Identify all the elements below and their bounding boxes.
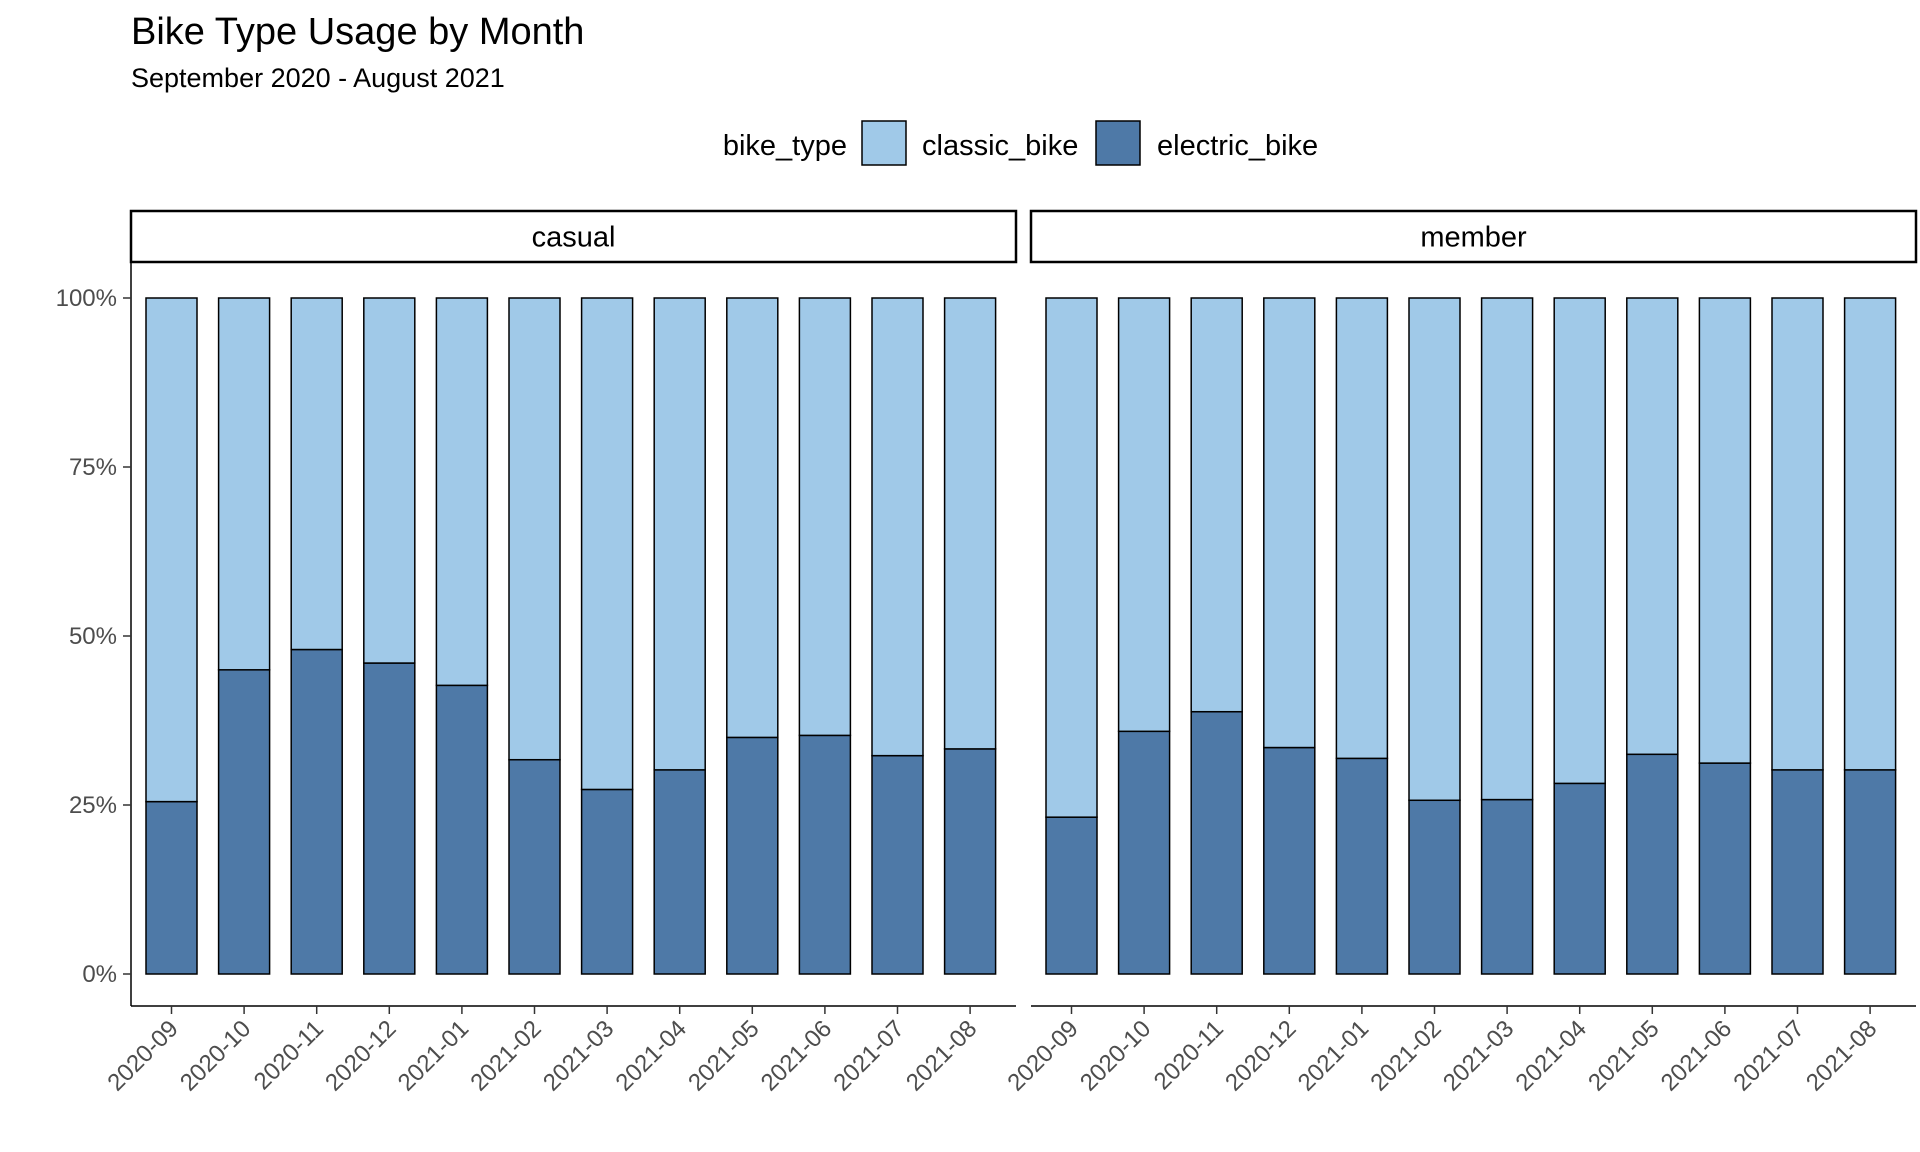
bar-member-electric-bike-2020-11 [1190, 710, 1243, 975]
bar-member-electric-bike-2021-08 [1843, 769, 1897, 975]
x-tick-label: 2020-10 [1075, 1015, 1156, 1096]
y-tick-label: 0% [82, 961, 117, 988]
x-tick-label: 2020-12 [320, 1015, 401, 1096]
bar-casual-electric-bike-2021-01 [435, 684, 489, 975]
bar-member-classic-bike-2021-06 [1698, 297, 1752, 764]
bar-member-electric-bike-2021-01 [1335, 757, 1389, 975]
bar-casual-classic-bike-2021-02 [508, 297, 561, 761]
x-tick-label: 2021-01 [393, 1015, 474, 1096]
bar-member-classic-bike-2021-01 [1335, 297, 1389, 760]
bar-member-classic-bike-2020-09 [1045, 297, 1098, 818]
x-tick-label: 2020-11 [1149, 1015, 1229, 1095]
bar-member-classic-bike-2021-05 [1626, 297, 1679, 756]
bar-member-electric-bike-2020-09 [1045, 816, 1098, 975]
x-tick-label: 2021-02 [1365, 1015, 1446, 1096]
bar-member-electric-bike-2020-12 [1263, 746, 1316, 975]
chart-subtitle: September 2020 - August 2021 [131, 63, 505, 93]
bar-member-electric-bike-2021-04 [1553, 782, 1606, 975]
x-tick-label: 2021-06 [756, 1015, 837, 1096]
legend: bike_type classic_bike electric_bike [723, 120, 1318, 166]
bar-member-classic-bike-2020-11 [1190, 297, 1243, 713]
bar-casual-electric-bike-2020-10 [217, 669, 271, 975]
x-tick-label: 2021-07 [828, 1015, 909, 1096]
bar-member-classic-bike-2020-12 [1263, 297, 1316, 749]
bar-casual-classic-bike-2020-11 [290, 297, 343, 651]
x-tick-label: 2021-06 [1656, 1015, 1737, 1096]
bar-casual-classic-bike-2021-04 [653, 297, 706, 771]
bar-casual-electric-bike-2021-04 [653, 769, 706, 975]
bar-casual-classic-bike-2021-07 [871, 297, 924, 757]
x-tick-label: 2020-09 [102, 1015, 183, 1096]
bar-casual-electric-bike-2020-11 [290, 648, 343, 975]
bar-member-classic-bike-2020-10 [1117, 297, 1171, 733]
bar-member-electric-bike-2021-02 [1408, 799, 1461, 975]
bar-casual-electric-bike-2020-12 [363, 662, 416, 975]
legend-label-electric-bike: electric_bike [1157, 130, 1318, 162]
bar-casual-classic-bike-2021-01 [435, 297, 489, 687]
y-tick-label: 50% [69, 623, 117, 650]
x-tick-label: 2020-09 [1002, 1015, 1083, 1096]
legend-title: bike_type [723, 130, 847, 162]
bar-casual-classic-bike-2020-10 [217, 297, 271, 671]
bar-casual-electric-bike-2021-05 [726, 736, 779, 975]
bar-casual-electric-bike-2020-09 [145, 800, 198, 975]
x-tick-label: 2021-02 [465, 1015, 546, 1096]
x-tick-label: 2021-05 [683, 1015, 764, 1096]
x-tick-label: 2020-10 [175, 1015, 256, 1096]
x-tick-label: 2021-05 [1583, 1015, 1664, 1096]
bar-casual-electric-bike-2021-07 [871, 754, 924, 975]
facet-panel-member: member2020-092020-102020-112020-122021-0… [1002, 209, 1918, 1097]
bar-member-electric-bike-2020-10 [1117, 730, 1171, 975]
facet-strip-member [1029, 209, 1918, 264]
x-tick-label: 2021-08 [901, 1015, 982, 1096]
bar-member-electric-bike-2021-05 [1626, 753, 1679, 975]
bar-member-electric-bike-2021-06 [1698, 762, 1752, 975]
x-tick-label: 2021-03 [538, 1015, 619, 1096]
x-tick-label: 2021-04 [1511, 1015, 1592, 1096]
chart-title: Bike Type Usage by Month [131, 11, 584, 53]
x-tick-label: 2021-01 [1293, 1015, 1374, 1096]
bar-casual-electric-bike-2021-06 [798, 734, 852, 975]
facet-strip-label: member [1420, 222, 1527, 254]
x-tick-label: 2021-07 [1728, 1015, 1809, 1096]
x-tick-label: 2020-12 [1220, 1015, 1301, 1096]
y-tick-label: 75% [69, 454, 117, 481]
bar-member-electric-bike-2021-03 [1480, 798, 1534, 975]
legend-key-electric-bike [1095, 120, 1141, 166]
y-tick-label: 100% [56, 285, 117, 312]
bar-member-classic-bike-2021-02 [1408, 297, 1461, 802]
facet-panel-casual: casual2020-092020-102020-112020-122021-0… [102, 209, 1018, 1097]
facet-panels: casual2020-092020-102020-112020-122021-0… [102, 209, 1918, 1097]
bar-casual-classic-bike-2021-06 [798, 297, 852, 737]
bar-member-classic-bike-2021-04 [1553, 297, 1606, 785]
x-tick-label: 2021-03 [1438, 1015, 1519, 1096]
legend-key-classic-bike [861, 120, 907, 166]
facet-strip-label: casual [532, 222, 616, 254]
legend-label-classic-bike: classic_bike [922, 130, 1078, 162]
bar-member-electric-bike-2021-07 [1771, 769, 1824, 975]
bar-casual-classic-bike-2021-03 [580, 297, 634, 791]
bar-member-classic-bike-2021-08 [1843, 297, 1897, 771]
x-tick-label: 2020-11 [249, 1015, 329, 1095]
x-tick-label: 2021-08 [1801, 1015, 1882, 1096]
x-tick-label: 2021-04 [611, 1015, 692, 1096]
bar-casual-classic-bike-2021-05 [726, 297, 779, 739]
bar-casual-classic-bike-2020-09 [145, 297, 198, 803]
bar-casual-electric-bike-2021-08 [943, 748, 997, 975]
bar-casual-classic-bike-2021-08 [943, 297, 997, 750]
bar-casual-classic-bike-2020-12 [363, 297, 416, 664]
facet-strip-casual [129, 209, 1018, 264]
y-tick-label: 25% [69, 792, 117, 819]
y-axis: 0% 25% 50% 75% 100% [56, 262, 132, 1006]
bar-member-classic-bike-2021-03 [1480, 297, 1534, 801]
bar-casual-electric-bike-2021-02 [508, 758, 561, 975]
bar-casual-electric-bike-2021-03 [580, 788, 634, 975]
bar-member-classic-bike-2021-07 [1771, 297, 1824, 771]
